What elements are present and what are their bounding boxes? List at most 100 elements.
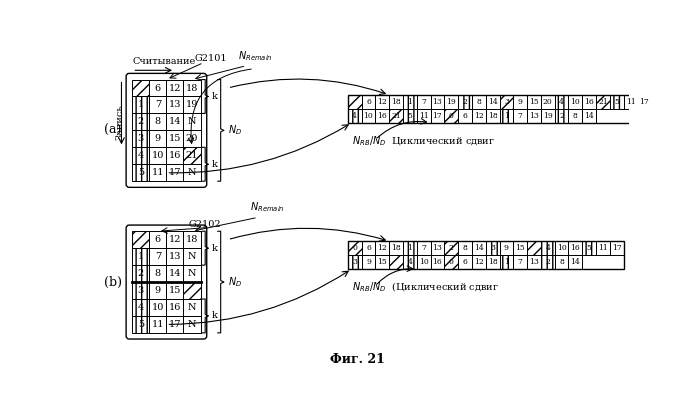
Text: N: N [188,252,196,261]
Text: 19: 19 [447,98,456,106]
Text: 7: 7 [518,112,523,120]
Bar [183,96,201,114]
Text: 8: 8 [463,244,468,252]
Text: $N_{RB}/N_D$  Циклический сдвиг: $N_{RB}/N_D$ Циклический сдвиг [352,134,495,148]
Bar [132,231,150,248]
Text: 9: 9 [155,286,161,295]
Text: 7: 7 [154,101,161,109]
Text: 18: 18 [488,112,498,120]
Bar [132,114,150,130]
Text: 6: 6 [463,112,468,120]
Bar [183,130,201,147]
Bar [132,96,150,114]
Bar [183,265,201,282]
Text: 7: 7 [421,244,426,252]
Bar [596,95,610,109]
Text: 10: 10 [152,151,164,160]
Bar [527,109,541,123]
Bar [150,80,166,96]
Text: G2101: G2101 [194,54,227,63]
Bar [348,109,361,123]
Text: 9: 9 [366,258,371,266]
Text: 1: 1 [138,252,144,261]
Bar [555,109,568,123]
Text: 8: 8 [155,117,161,127]
Bar [513,95,527,109]
Text: k: k [212,92,218,101]
Bar [637,95,651,109]
Text: 4: 4 [545,244,550,252]
Bar [361,241,375,255]
Bar [132,130,150,147]
Text: 14: 14 [474,244,484,252]
Bar [486,95,500,109]
Bar [417,109,431,123]
Text: 14: 14 [488,98,498,106]
Bar [348,241,624,269]
Bar [472,95,486,109]
Text: 14: 14 [168,117,181,127]
Bar [541,95,555,109]
Bar [183,164,201,181]
Text: 2: 2 [449,244,454,252]
Bar [132,147,150,164]
Text: 18: 18 [488,258,498,266]
Text: 4: 4 [138,303,144,312]
Bar [417,241,431,255]
Text: 10: 10 [152,303,164,312]
Text: 11: 11 [152,168,164,177]
Text: N: N [188,117,196,127]
Text: 12: 12 [168,83,181,93]
Bar [527,255,541,269]
Bar [582,109,596,123]
Text: 13: 13 [168,252,181,261]
Bar [458,95,472,109]
Text: 16: 16 [168,151,181,160]
Bar [500,109,513,123]
Bar [150,130,166,147]
Bar [375,241,389,255]
Bar [361,255,375,269]
Text: 1: 1 [408,244,412,252]
Bar [166,265,183,282]
Bar [361,109,375,123]
Text: Считывание: Считывание [132,57,196,66]
Bar [150,164,166,181]
Text: $N_D$: $N_D$ [228,124,242,137]
Text: 2: 2 [463,98,468,106]
Bar [417,95,431,109]
Bar [150,282,166,299]
Bar [431,255,445,269]
Text: 6: 6 [155,235,161,244]
Bar [445,95,458,109]
Text: 0: 0 [352,244,357,252]
Bar [403,109,417,123]
Text: 16: 16 [584,98,594,106]
Text: Запись: Запись [115,104,124,140]
Bar [500,255,513,269]
Text: 11: 11 [598,244,608,252]
Bar [183,282,201,299]
Bar [568,95,582,109]
FancyBboxPatch shape [126,225,207,339]
Bar [555,255,568,269]
Bar [150,96,166,114]
Bar [486,109,500,123]
Bar [610,241,624,255]
Bar [513,241,527,255]
Bar [183,80,201,96]
Text: 4: 4 [138,151,144,160]
Text: N: N [188,320,196,329]
Text: 2: 2 [138,117,144,127]
Bar [150,299,166,316]
Text: 7: 7 [154,252,161,261]
Bar [150,114,166,130]
Text: 2: 2 [559,112,564,120]
Bar [403,241,417,255]
Bar [183,147,201,164]
Text: $N_{Remain}$: $N_{Remain}$ [238,49,273,62]
Bar [389,109,403,123]
Bar [472,241,486,255]
Text: 8: 8 [155,269,161,278]
Bar [568,255,582,269]
